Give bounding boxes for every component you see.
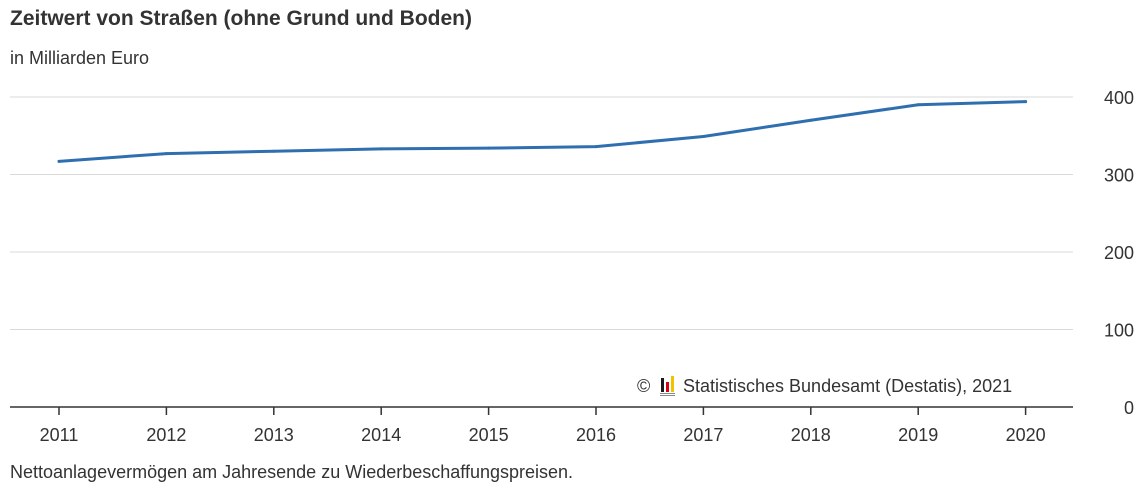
chart-subtitle: in Milliarden Euro	[10, 48, 150, 68]
series	[57, 100, 1028, 163]
data-point	[1024, 100, 1028, 104]
chart-footnote: Nettoanlagevermögen am Jahresende zu Wie…	[10, 462, 574, 482]
data-point	[809, 118, 813, 122]
source-credit: © Statistisches Bundesamt (Destatis), 20…	[637, 376, 1012, 396]
x-tick-label: 2016	[576, 425, 616, 445]
destatis-logo-icon	[660, 376, 675, 396]
x-tick-label: 2019	[898, 425, 938, 445]
copyright-symbol: ©	[637, 376, 650, 396]
x-tick-label: 2011	[40, 425, 79, 445]
x-tick-label: 2020	[1006, 425, 1046, 445]
source-label: Statistisches Bundesamt (Destatis), 2021	[683, 376, 1012, 396]
y-tick-label: 100	[1104, 321, 1134, 341]
series-line	[57, 100, 1028, 163]
y-tick-label: 400	[1104, 88, 1134, 108]
data-point	[701, 135, 705, 139]
grid-lines	[10, 96, 1073, 330]
x-tick-label: 2014	[361, 425, 401, 445]
data-point	[487, 146, 491, 150]
y-tick-label: 300	[1104, 166, 1134, 186]
x-axis: 2011 2012 2013 2014 2015 2016 2017 2018 2019 2020	[10, 406, 1073, 445]
data-point	[594, 145, 598, 149]
y-axis-ticks: 0 100 200 300 400	[1104, 88, 1134, 418]
data-point	[272, 149, 276, 153]
data-point	[379, 147, 383, 151]
y-tick-label: 0	[1124, 398, 1134, 418]
x-tick-label: 2012	[146, 425, 186, 445]
data-point	[916, 103, 920, 107]
x-tick-label: 2013	[254, 425, 294, 445]
data-point	[57, 159, 61, 163]
chart-title: Zeitwert von Straßen (ohne Grund und Bod…	[10, 7, 472, 30]
y-tick-label: 200	[1104, 243, 1134, 263]
x-tick-label: 2017	[683, 425, 723, 445]
x-tick-label: 2018	[791, 425, 831, 445]
x-tick-label: 2015	[469, 425, 509, 445]
data-point	[164, 152, 168, 156]
